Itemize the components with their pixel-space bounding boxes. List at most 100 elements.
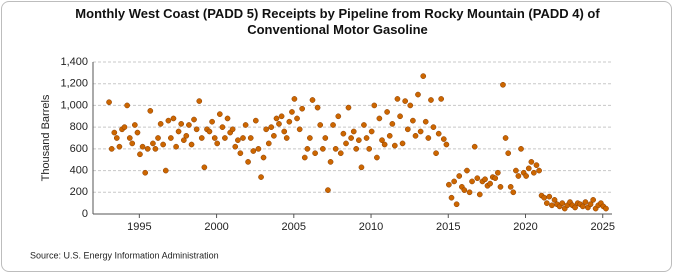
point — [549, 202, 555, 209]
point — [559, 200, 566, 206]
point — [420, 73, 427, 79]
point — [456, 173, 463, 179]
point — [289, 109, 295, 115]
point — [250, 148, 257, 154]
chart-title: Monthly West Coast (PADD 5) Receipts by … — [75, 6, 600, 37]
point — [402, 98, 409, 104]
source: Source: U.S. Energy Information Administ… — [30, 250, 219, 260]
point — [278, 113, 285, 120]
point — [507, 184, 514, 190]
point — [111, 129, 118, 136]
point — [587, 201, 594, 208]
point — [466, 189, 473, 196]
point — [428, 97, 434, 103]
point — [147, 108, 154, 114]
point — [322, 135, 329, 141]
point — [394, 96, 401, 102]
point — [386, 132, 393, 139]
point — [155, 135, 161, 141]
point — [265, 140, 272, 147]
y-axis-label: Thousand Barrels — [40, 94, 52, 181]
point — [106, 99, 112, 106]
point — [271, 132, 277, 139]
point — [240, 135, 246, 141]
point — [299, 105, 305, 112]
point — [237, 150, 244, 157]
point — [235, 137, 241, 144]
y-tick-label: 200 — [70, 186, 88, 198]
y-tick-label: 1,000 — [60, 99, 88, 111]
point — [247, 135, 254, 141]
point — [505, 150, 512, 157]
point — [124, 102, 130, 109]
point — [216, 111, 223, 117]
point — [371, 102, 378, 109]
point — [438, 96, 445, 102]
y-tick-label: 600 — [70, 143, 88, 155]
point — [389, 121, 396, 127]
point — [206, 128, 213, 135]
point — [170, 115, 177, 122]
point — [528, 159, 535, 165]
point — [533, 162, 540, 168]
point — [191, 116, 197, 123]
x-tick-label: 1995 — [127, 221, 151, 233]
x-tick-label: 2000 — [204, 221, 228, 233]
point — [152, 146, 159, 152]
point — [263, 126, 270, 133]
point — [232, 143, 239, 150]
point — [410, 117, 416, 124]
point — [358, 164, 365, 171]
point — [502, 135, 509, 141]
point — [495, 169, 501, 176]
point — [312, 150, 318, 157]
point — [572, 204, 578, 211]
point — [590, 197, 597, 203]
point — [399, 140, 406, 147]
point — [361, 122, 367, 128]
point — [165, 117, 172, 124]
point — [497, 184, 504, 190]
point — [518, 146, 524, 152]
point — [144, 146, 151, 152]
point — [412, 132, 419, 139]
point — [551, 197, 558, 203]
point — [348, 135, 354, 141]
point — [453, 201, 460, 208]
point — [332, 146, 339, 152]
point — [476, 191, 483, 198]
point — [374, 154, 380, 161]
point — [451, 178, 457, 185]
point — [245, 159, 251, 165]
point — [433, 150, 439, 157]
x-tick-label: 2010 — [359, 221, 383, 233]
point — [201, 164, 208, 171]
point — [368, 128, 375, 135]
point — [309, 97, 316, 103]
point — [273, 115, 280, 122]
point — [543, 200, 550, 206]
point — [229, 126, 236, 133]
point — [340, 130, 347, 137]
point — [443, 141, 450, 148]
frame — [1, 1, 672, 272]
point — [214, 140, 221, 147]
point — [113, 135, 120, 141]
point — [603, 205, 609, 212]
point — [304, 146, 311, 152]
x-tick-label: 2005 — [282, 221, 306, 233]
point — [258, 174, 264, 180]
point — [219, 124, 226, 130]
point — [252, 117, 259, 124]
point — [355, 137, 362, 144]
point — [415, 91, 421, 98]
point — [536, 167, 542, 174]
point — [541, 194, 548, 201]
x-tick-label: 2015 — [436, 221, 460, 233]
point — [296, 126, 303, 133]
point — [337, 150, 344, 157]
point — [435, 130, 442, 137]
point — [471, 143, 478, 150]
point — [430, 124, 437, 130]
